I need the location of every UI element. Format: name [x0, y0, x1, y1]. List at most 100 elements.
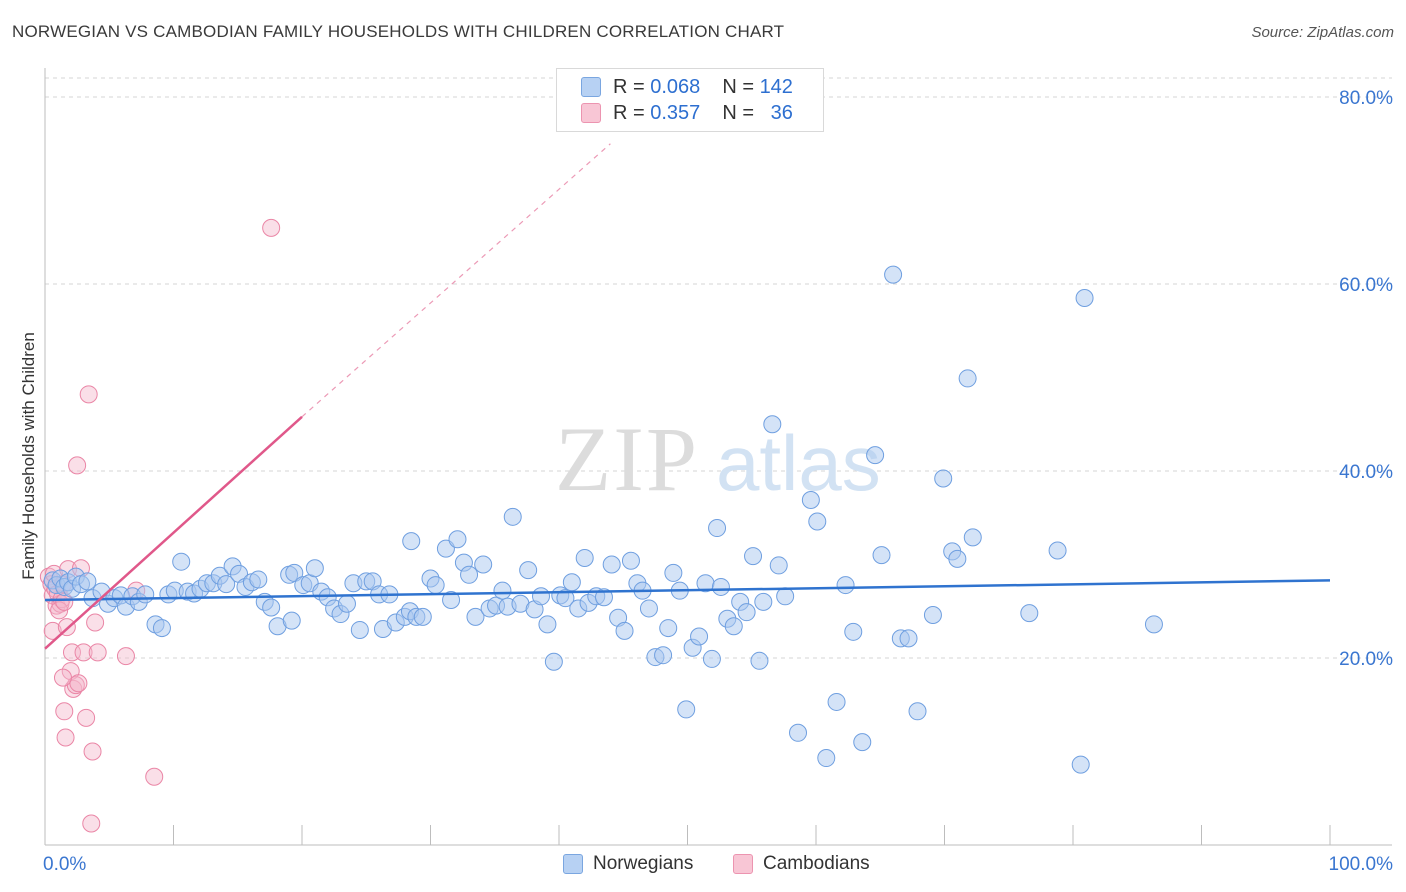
- norwegian-point: [769, 556, 788, 575]
- cambodian-point: [86, 613, 105, 632]
- cambodian-point: [53, 668, 72, 687]
- cambodian-point: [145, 767, 164, 786]
- cambodian-point: [69, 674, 88, 693]
- norwegian-point: [836, 576, 855, 595]
- r-label: R =: [613, 101, 645, 124]
- norwegian-point: [754, 592, 773, 611]
- norwegian-point: [744, 547, 763, 566]
- n-value: 36: [770, 101, 793, 124]
- stats-row-norwegians: R = 0.068 N = 142: [581, 75, 793, 99]
- norwegian-point: [884, 265, 903, 284]
- norwegian-point: [708, 519, 727, 538]
- norwegian-point: [1075, 289, 1094, 308]
- legend-item-norwegians[interactable]: Norwegians: [563, 852, 693, 876]
- norwegian-point: [654, 646, 673, 665]
- n-label: N =: [722, 101, 754, 124]
- norwegian-point: [817, 749, 836, 768]
- norwegian-point: [801, 490, 820, 509]
- legend-label: Cambodians: [763, 853, 870, 874]
- cambodian-point: [116, 647, 135, 666]
- y-axis-label: Family Households with Children: [19, 332, 38, 580]
- norwegian-point: [460, 565, 479, 584]
- y-tick-label: 20.0%: [1339, 649, 1393, 670]
- chart-title: NORWEGIAN VS CAMBODIAN FAMILY HOUSEHOLDS…: [12, 22, 785, 41]
- norwegian-point: [426, 576, 445, 595]
- cambodians-swatch: [581, 103, 601, 123]
- norwegian-point: [466, 607, 485, 626]
- norwegian-point: [615, 621, 634, 640]
- norwegian-point: [1048, 541, 1067, 560]
- source-label: Source: ZipAtlas.com: [1251, 24, 1394, 41]
- norwegian-point: [1144, 615, 1163, 634]
- cambodian-point: [56, 728, 75, 747]
- norwegian-point: [808, 512, 827, 531]
- norwegian-point: [724, 617, 743, 636]
- norwegian-point: [402, 532, 421, 551]
- norwegians-points: [43, 265, 1163, 774]
- norwegians-swatch: [563, 854, 583, 874]
- norwegian-point: [827, 692, 846, 711]
- norwegian-point: [594, 588, 613, 607]
- norwegian-point: [1071, 755, 1090, 774]
- norwegian-point: [538, 615, 557, 634]
- norwegian-point: [948, 549, 967, 568]
- cambodians-points: [39, 218, 281, 833]
- norwegian-point: [562, 573, 581, 592]
- norwegian-point: [503, 507, 522, 526]
- norwegian-point: [413, 607, 432, 626]
- y-tick-label: 60.0%: [1339, 275, 1393, 296]
- cambodian-point: [74, 643, 93, 662]
- stats-row-cambodians: R = 0.357 N = 36: [581, 101, 793, 125]
- norwegian-point: [282, 611, 301, 630]
- r-label: R =: [613, 75, 645, 98]
- norwegian-point: [78, 572, 97, 591]
- y-tick-label: 80.0%: [1339, 88, 1393, 109]
- cambodian-point: [83, 742, 102, 761]
- x-tick-label-left: 0.0%: [43, 854, 86, 875]
- norwegian-point: [575, 548, 594, 567]
- cambodians-swatch: [733, 854, 753, 874]
- norwegian-point: [866, 446, 885, 465]
- norwegian-point: [899, 629, 918, 648]
- norwegian-point: [493, 581, 512, 600]
- watermark: ZIP atlas: [555, 408, 881, 510]
- axis-layer: 20.0% 40.0% 60.0% 80.0% 0.0% 100.0%: [43, 68, 1393, 875]
- norwegian-point: [621, 551, 640, 570]
- cambodian-point: [262, 218, 281, 237]
- norwegian-point: [532, 587, 551, 606]
- norwegian-point: [776, 587, 795, 606]
- legend-label: Norwegians: [593, 853, 694, 874]
- norwegian-point: [305, 559, 324, 578]
- watermark-zip: ZIP: [555, 408, 699, 510]
- norwegian-point: [872, 546, 891, 565]
- trend-layer: [44, 143, 1331, 650]
- norwegian-point: [136, 585, 155, 604]
- cambodian-point: [43, 621, 62, 640]
- norwegian-point: [350, 620, 369, 639]
- norwegian-point: [844, 622, 863, 641]
- norwegian-point: [958, 369, 977, 388]
- norwegian-point: [602, 555, 621, 574]
- cambodian-point: [68, 456, 87, 475]
- norwegian-point: [923, 605, 942, 624]
- norwegian-point: [152, 619, 171, 638]
- norwegian-point: [711, 577, 730, 596]
- norwegian-point: [544, 652, 563, 671]
- legend-item-cambodians[interactable]: Cambodians: [733, 852, 870, 876]
- norwegian-point: [519, 561, 538, 580]
- norwegians-swatch: [581, 77, 601, 97]
- norwegian-point: [963, 528, 982, 547]
- norwegian-point: [664, 563, 683, 582]
- norwegian-point: [639, 599, 658, 618]
- cambodian-point: [79, 385, 98, 404]
- watermark-atlas: atlas: [716, 419, 881, 507]
- norwegian-point: [448, 530, 467, 549]
- cambodian-point: [88, 643, 107, 662]
- norwegian-point: [262, 598, 281, 617]
- norwegian-point: [217, 575, 236, 594]
- cambodian-point: [77, 708, 96, 727]
- norwegian-point: [249, 570, 268, 589]
- norwegian-point: [659, 619, 678, 638]
- cambodians-trend-line: [44, 415, 303, 650]
